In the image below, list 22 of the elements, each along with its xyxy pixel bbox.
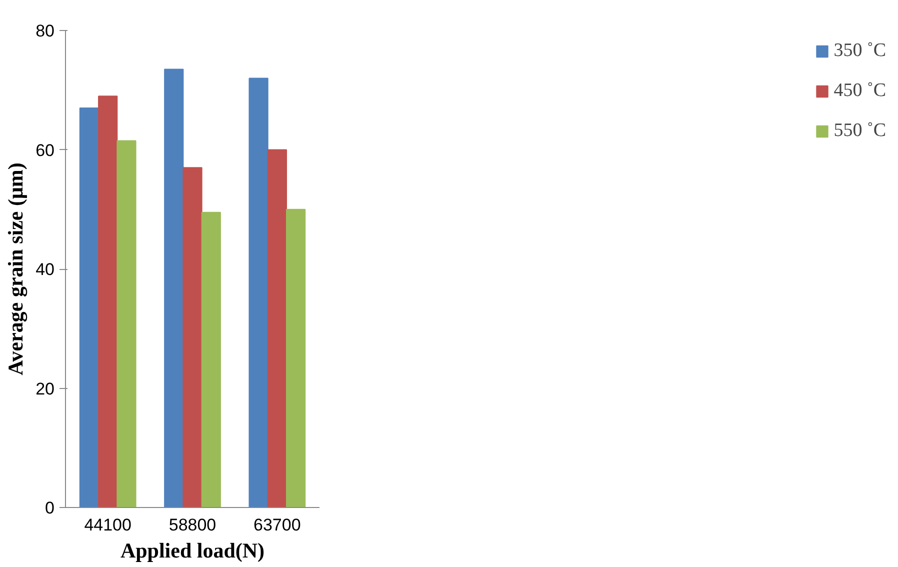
bar: [164, 68, 184, 508]
x-tick-label: 44100: [84, 516, 132, 534]
bar: [79, 108, 100, 508]
y-axis-title: Average grain size (μm): [4, 162, 28, 376]
y-tick-label: 40: [36, 260, 55, 279]
bar: [267, 149, 287, 508]
y-tick-label: 60: [36, 140, 55, 160]
legend-label: 550 ˚C: [834, 120, 886, 142]
x-tick-label: 63700: [254, 516, 301, 534]
y-tick-label: 80: [36, 22, 55, 40]
legend-label: 350 ˚C: [834, 40, 886, 62]
bar: [116, 140, 136, 508]
x-axis-title: Applied load(N): [120, 538, 265, 562]
bar: [98, 96, 118, 508]
legend-label: 450 ˚C: [834, 80, 886, 102]
y-tick-label: 0: [45, 498, 55, 518]
bar: [286, 208, 306, 508]
y-tick-label: 20: [36, 379, 55, 398]
bar: [182, 167, 202, 508]
bar: [248, 78, 268, 508]
bar: [201, 212, 221, 508]
x-tick-label: 58800: [168, 516, 216, 534]
